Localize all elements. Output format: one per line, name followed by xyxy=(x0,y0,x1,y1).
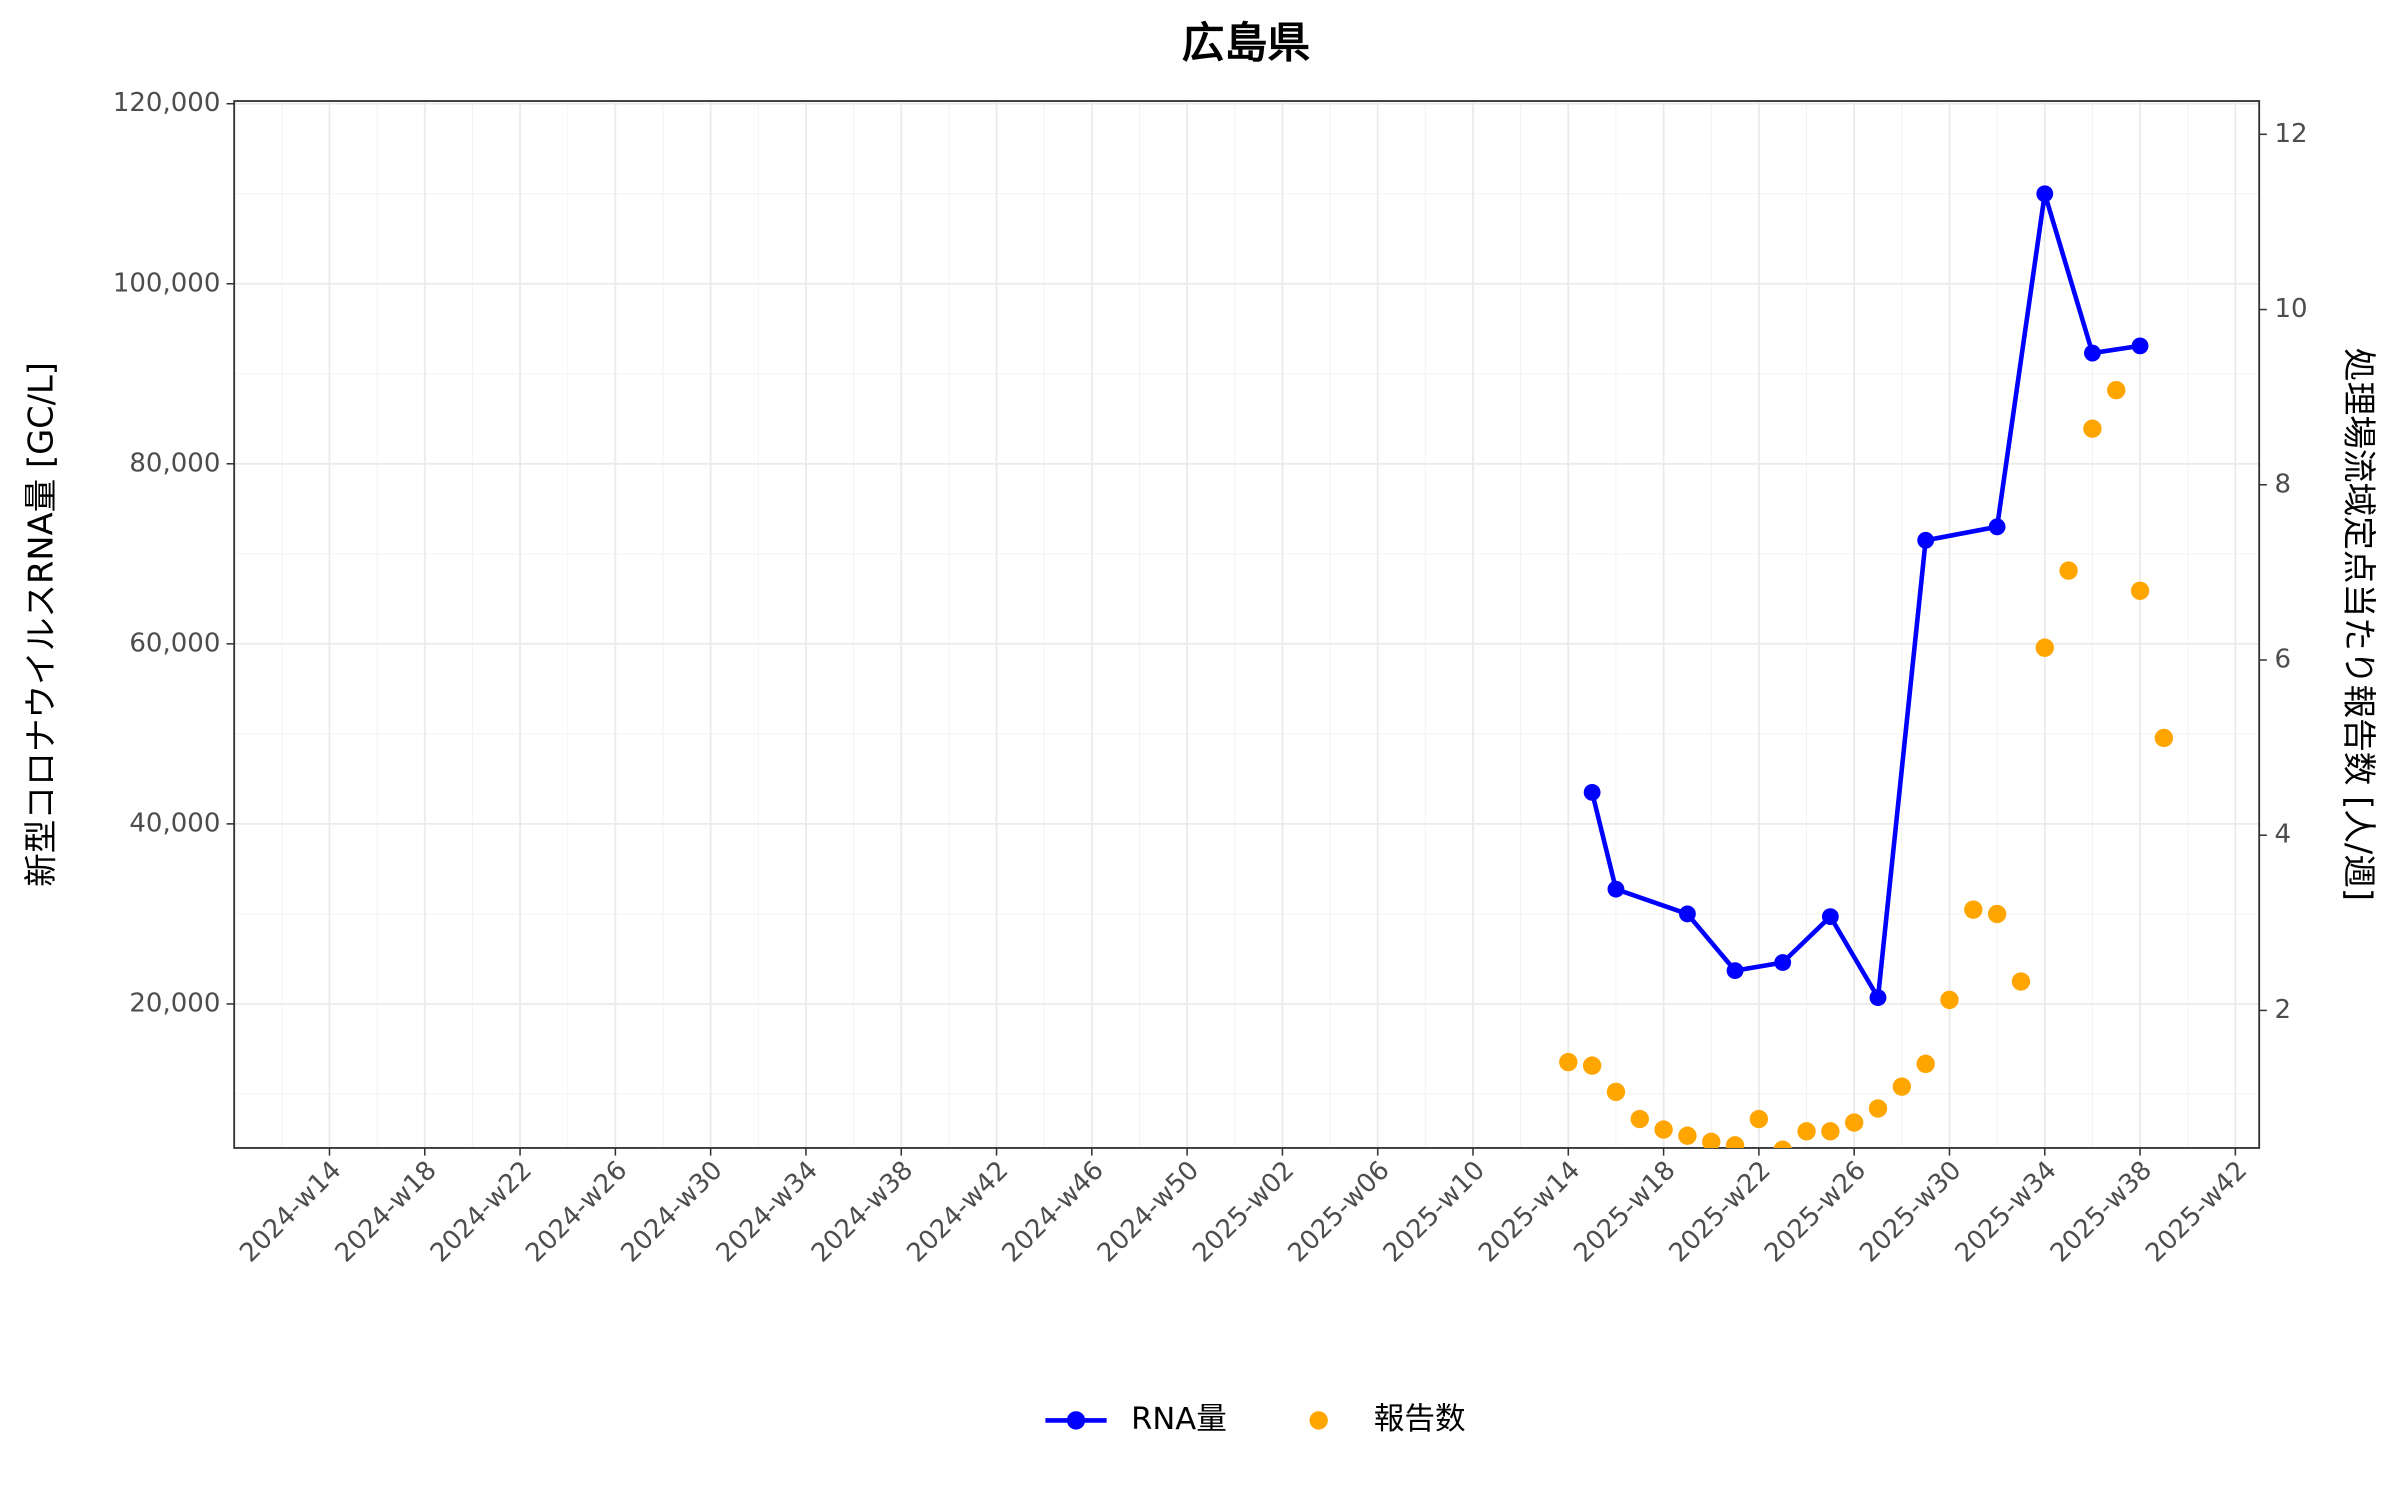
point xyxy=(1679,905,1696,923)
point xyxy=(1702,1132,1721,1148)
x-tick-label: 2024-w34 xyxy=(711,1155,824,1268)
x-tick-label: 2025-w42 xyxy=(2140,1155,2253,1268)
point xyxy=(1606,1082,1626,1102)
point xyxy=(1654,1120,1673,1139)
point xyxy=(1964,900,1983,919)
point xyxy=(1987,904,2007,924)
chart-title: 広島県 xyxy=(1182,18,1311,68)
x-tick-label: 2024-w26 xyxy=(520,1155,633,1268)
y2-tick-label: 10 xyxy=(2274,294,2307,324)
legend-marker xyxy=(1066,1411,1086,1430)
point xyxy=(1892,1077,1912,1096)
x-tick-label: 2025-w18 xyxy=(1568,1155,1681,1268)
point xyxy=(1678,1126,1697,1145)
x-tick-label: 2024-w50 xyxy=(1092,1155,1205,1268)
y-tick-label: 40,000 xyxy=(129,808,220,838)
legend-label: RNA量 xyxy=(1131,1402,1227,1437)
point xyxy=(2084,344,2101,362)
series-line xyxy=(1589,193,2141,1005)
x-tick-label: 2025-w34 xyxy=(1950,1155,2063,1268)
point xyxy=(1749,1109,1769,1129)
point xyxy=(2011,972,2031,991)
point xyxy=(1797,1122,1816,1141)
y-tick-label: 60,000 xyxy=(129,628,220,658)
x-tick-label: 2024-w38 xyxy=(806,1155,919,1268)
point xyxy=(1821,908,1839,926)
x-tick-label: 2025-w26 xyxy=(1759,1155,1872,1268)
point xyxy=(1821,1122,1840,1141)
point xyxy=(1559,1052,1578,1072)
y-tick-label: 80,000 xyxy=(129,448,220,478)
x-tick-label: 2024-w30 xyxy=(615,1155,728,1268)
x-tick-label: 2024-w46 xyxy=(997,1155,1110,1268)
point xyxy=(2083,419,2102,438)
y-tick-label: 20,000 xyxy=(129,988,220,1018)
x-tick-label: 2024-w18 xyxy=(330,1155,443,1268)
point xyxy=(1868,1099,1888,1118)
point xyxy=(1773,1140,1792,1148)
plot xyxy=(1559,185,2174,1148)
y2-tick-label: 2 xyxy=(2274,995,2291,1025)
x-tick-label: 2024-w42 xyxy=(901,1155,1014,1268)
legend-marker xyxy=(1309,1411,1328,1430)
point xyxy=(2035,638,2054,657)
point xyxy=(1940,990,1959,1010)
point xyxy=(2059,561,2078,580)
x-tick-label: 2025-w14 xyxy=(1473,1155,1586,1268)
point xyxy=(1845,1113,1864,1132)
point xyxy=(1869,989,1887,1007)
x-tick-label: 2025-w22 xyxy=(1664,1155,1777,1268)
y2-axis-label: 処理場流域定点当たり報告数 [人/週] xyxy=(2340,348,2379,901)
y-tick-label: 100,000 xyxy=(113,268,221,298)
x-tick-label: 2025-w02 xyxy=(1187,1155,1300,1268)
point xyxy=(1725,1136,1745,1148)
x-tick-label: 2024-w14 xyxy=(234,1155,347,1268)
point xyxy=(2130,581,2150,600)
point xyxy=(1582,1056,1602,1075)
x-tick-label: 2024-w22 xyxy=(425,1155,538,1268)
y2-tick-label: 12 xyxy=(2274,119,2307,149)
point xyxy=(1607,880,1625,898)
legend-label: 報告数 xyxy=(1374,1402,1466,1437)
point xyxy=(1726,962,1744,980)
plot-border xyxy=(233,100,2261,1149)
point xyxy=(1917,531,1935,549)
y2-tick-label: 6 xyxy=(2274,644,2291,674)
y2-tick-label: 8 xyxy=(2274,469,2291,499)
x-tick-label: 2025-w30 xyxy=(1854,1155,1967,1268)
point xyxy=(1630,1109,1649,1129)
point xyxy=(1916,1054,1935,1074)
x-tick-label: 2025-w10 xyxy=(1378,1155,1491,1268)
y-tick-label: 120,000 xyxy=(113,88,221,118)
x-tick-label: 2025-w06 xyxy=(1282,1155,1395,1268)
point xyxy=(1988,518,2006,536)
y2-tick-label: 4 xyxy=(2274,820,2291,850)
point xyxy=(2154,728,2174,748)
x-tick-label: 2025-w38 xyxy=(2045,1155,2158,1268)
point xyxy=(1774,954,1792,971)
point xyxy=(2131,337,2149,355)
point xyxy=(2107,380,2126,400)
y-axis-label: 新型コロナウイルスRNA量 [GC/L] xyxy=(21,362,60,887)
point xyxy=(1583,783,1601,801)
point xyxy=(2036,185,2054,203)
